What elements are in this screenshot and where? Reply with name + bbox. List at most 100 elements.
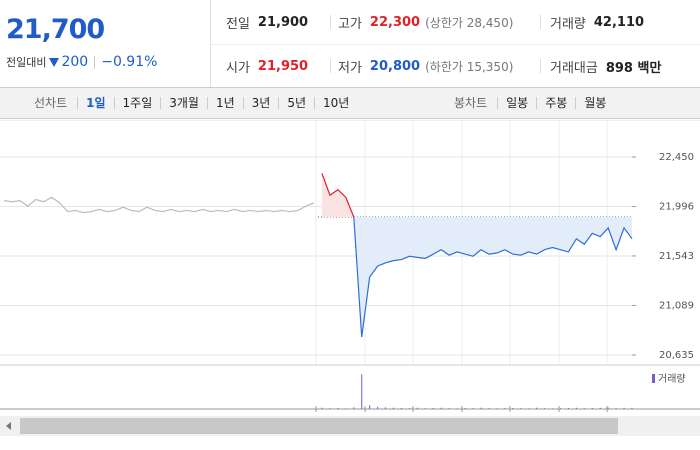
volume-bar xyxy=(377,406,379,409)
volume-bar xyxy=(591,407,593,409)
volume-bar xyxy=(448,408,450,409)
tab-group-label: 봉차트 xyxy=(454,96,488,110)
stat-label: 고가 xyxy=(338,16,362,32)
line xyxy=(321,173,355,218)
stat-label: 시가 xyxy=(226,60,250,76)
tab[interactable]: 월봉 xyxy=(575,97,614,109)
volume-bar xyxy=(559,408,561,409)
stat: 전일 21,900 xyxy=(226,12,308,32)
volume-bar xyxy=(321,407,323,409)
volume-bar xyxy=(520,408,522,409)
stat-value: 898 백만 xyxy=(605,60,662,76)
y-tick-label: 21,089 xyxy=(659,300,694,311)
legend-swatch xyxy=(652,374,655,383)
volume-bar xyxy=(440,407,442,409)
tab[interactable]: 3개월 xyxy=(160,97,207,109)
current-price: 21,700 xyxy=(6,14,105,45)
quote-box: 21,700 전일대비 200 −0.91% xyxy=(0,0,211,87)
volume-bar xyxy=(528,408,530,409)
volume-bar xyxy=(464,407,466,409)
tab[interactable]: 주봉 xyxy=(536,97,575,109)
volume-bar xyxy=(353,407,355,409)
volume-bar xyxy=(432,407,434,409)
candle-tabs: 봉차트 일봉 주봉 월봉 xyxy=(446,88,614,118)
y-tick-label: 21,996 xyxy=(659,202,694,213)
stat-label: 전일 xyxy=(226,16,250,32)
volume-bar xyxy=(599,407,601,409)
down-arrow xyxy=(49,57,60,67)
stat-value: 42,110 xyxy=(593,14,645,30)
stat-label: 거래대금 xyxy=(550,60,598,76)
area xyxy=(321,173,354,217)
tab[interactable]: 일봉 xyxy=(497,97,536,109)
scroll-thumb[interactable] xyxy=(20,418,618,434)
volume-bar xyxy=(408,408,410,409)
tab[interactable]: 1주일 xyxy=(113,97,161,109)
volume-bar xyxy=(552,408,554,409)
volume-bar xyxy=(567,407,569,409)
volume-bar xyxy=(400,407,402,409)
stat: 시가 21,950 xyxy=(226,56,308,76)
scrollbar[interactable] xyxy=(0,416,700,436)
line xyxy=(353,216,633,338)
stat-note: (상한가 28,450) xyxy=(425,15,514,30)
volume-bar xyxy=(480,407,482,409)
y-tick-label: 22,450 xyxy=(659,152,694,163)
volume-bar xyxy=(623,407,625,409)
volume-bar xyxy=(504,408,506,409)
y-tick-label: 21,543 xyxy=(659,251,694,262)
tab[interactable]: 5년 xyxy=(278,97,314,109)
volume-bar xyxy=(575,407,577,409)
volume-bar xyxy=(385,407,387,409)
volume-bar xyxy=(456,408,458,409)
chart: 22,450 21,996 21,543 21,089 20,635 거래량 xyxy=(0,120,700,412)
volume-bar xyxy=(361,374,363,409)
change-amount: 200 xyxy=(61,54,89,70)
volume-bar xyxy=(424,408,426,409)
volume-bar xyxy=(544,408,546,409)
line xyxy=(3,196,315,214)
change-label: 전일대비 xyxy=(6,56,47,69)
stat-value: 20,800 xyxy=(369,58,421,74)
stat: 저가 20,800 (하한가 15,350) xyxy=(338,56,513,76)
volume-bar xyxy=(345,408,347,409)
tab[interactable]: 10년 xyxy=(314,97,357,109)
change-rate: −0.91% xyxy=(101,54,158,70)
volume-bar xyxy=(472,408,474,409)
volume-bar xyxy=(416,407,418,409)
tab[interactable]: 1년 xyxy=(206,97,243,109)
stat: 거래량 42,110 xyxy=(550,12,644,32)
volume-bar xyxy=(631,407,633,409)
volume-bar xyxy=(615,408,617,409)
legend-label: 거래량 xyxy=(658,373,686,385)
stat: 거래대금 898 백만 xyxy=(550,56,661,76)
tab-group-label: 선차트 xyxy=(34,96,68,110)
divider xyxy=(540,59,541,73)
volume-bar xyxy=(393,407,395,409)
volume-bar xyxy=(496,408,498,409)
volume-bar xyxy=(488,408,490,409)
divider xyxy=(330,15,331,29)
volume-bar xyxy=(337,407,339,409)
stat-label: 거래량 xyxy=(550,16,586,32)
divider xyxy=(210,44,700,45)
volume-bar xyxy=(512,407,514,409)
stat-value: 22,300 xyxy=(369,14,421,30)
volume-bar xyxy=(607,407,609,409)
stat-note: (하한가 15,350) xyxy=(425,59,514,74)
stat-label: 저가 xyxy=(338,60,362,76)
tab[interactable]: 1일 xyxy=(77,97,113,109)
tab[interactable]: 3년 xyxy=(242,97,279,109)
divider xyxy=(330,59,331,73)
change-row: 전일대비 200 −0.91% xyxy=(6,54,157,70)
line-tabs: 선차트 1일 1주일 3개월 1년 3년 5년 10년 xyxy=(26,88,357,118)
separator xyxy=(94,55,96,69)
tab-bar: 선차트 1일 1주일 3개월 1년 3년 5년 10년 봉차트 일봉 주봉 월봉 xyxy=(0,88,700,119)
y-tick-label: 20,635 xyxy=(659,350,694,361)
stat-value: 21,900 xyxy=(257,14,309,30)
scroll-left[interactable] xyxy=(6,422,11,430)
area xyxy=(353,217,632,337)
volume-bar xyxy=(536,407,538,409)
quote-header: 21,700 전일대비 200 −0.91% 전일 21,900 고가 22,300 (… xyxy=(0,0,700,88)
volume-bar xyxy=(329,408,331,409)
